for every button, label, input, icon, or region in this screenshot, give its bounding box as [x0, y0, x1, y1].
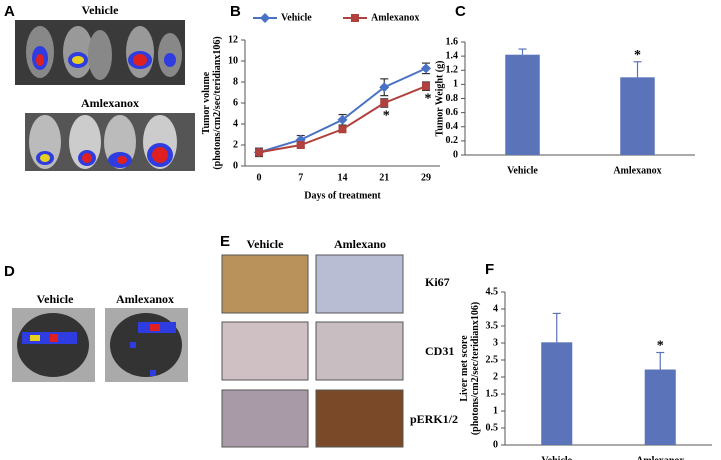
y-axis-title: Tumor Weight (g) — [434, 61, 445, 137]
group-label: Vehicle — [37, 292, 75, 306]
group-label: Vehicle — [82, 3, 120, 17]
y-tick-label: 1 — [453, 79, 458, 90]
group-label: Amlexanox — [116, 292, 174, 306]
marker — [337, 114, 348, 125]
legend-marker — [351, 14, 359, 22]
y-tick-label: 12 — [228, 34, 238, 45]
x-tick-label: 21 — [379, 172, 389, 183]
mouse-image — [25, 113, 195, 171]
ihc-image — [221, 254, 404, 448]
y-axis-title: (photons/cm2/sec/teridianx106) — [212, 36, 223, 169]
y-tick-label: 0 — [233, 160, 238, 171]
marker — [379, 82, 390, 93]
legend-label: Vehicle — [281, 12, 312, 23]
y-tick-label: 10 — [228, 55, 238, 66]
marker — [422, 82, 430, 91]
marker — [338, 125, 347, 134]
panel-letter: D — [4, 263, 15, 280]
y-tick-label: 8 — [233, 76, 238, 87]
y-tick-label: 4 — [493, 303, 498, 314]
y-tick-label: 0.2 — [446, 135, 459, 146]
y-tick-label: 4.5 — [486, 286, 499, 297]
y-axis-title: Liver met score — [459, 335, 470, 402]
y-tick-label: 3 — [493, 337, 498, 348]
panel-letter: F — [485, 261, 494, 278]
y-tick-label: 6 — [233, 97, 238, 108]
panel-letter: B — [230, 3, 241, 20]
x-axis-title: Days of treatment — [304, 190, 381, 201]
y-tick-label: 0.8 — [446, 93, 459, 104]
x-tick-label: 7 — [298, 172, 303, 183]
y-tick-label: 0.4 — [446, 121, 459, 132]
y-tick-label: 0.6 — [446, 107, 459, 118]
y-tick-label: 2 — [493, 371, 498, 382]
y-tick-label: 1.5 — [486, 388, 499, 399]
legend-label: Amlexanox — [371, 12, 419, 23]
legend-marker — [260, 13, 270, 23]
panel-letter: E — [220, 233, 230, 250]
series-line — [258, 67, 427, 154]
group-label: Amlexanox — [81, 96, 139, 110]
panel-letter: A — [4, 3, 15, 20]
significance: * — [634, 48, 641, 63]
marker — [380, 99, 389, 107]
panel-letter: C — [455, 3, 466, 20]
significance: * — [425, 92, 432, 107]
mouse-image — [15, 20, 185, 85]
bar — [541, 342, 573, 445]
x-tick-label: 14 — [338, 172, 348, 183]
column-label: Vehicle — [247, 237, 285, 251]
row-label: pERK1/2 — [410, 412, 458, 426]
x-tick-label: Vehicle — [541, 455, 572, 460]
x-tick-label: 0 — [257, 172, 262, 183]
bar — [505, 54, 540, 155]
row-label: Ki67 — [425, 275, 450, 289]
column-label: Amlexano — [334, 237, 386, 251]
y-tick-label: 4 — [233, 118, 238, 129]
x-tick-label: 29 — [421, 172, 431, 183]
x-tick-label: Vehicle — [507, 165, 538, 176]
y-axis-title: (photons/cm2/sec/teridianx106) — [470, 302, 481, 435]
liver-image — [12, 308, 188, 382]
y-tick-label: 0.5 — [486, 422, 499, 433]
x-tick-label: Amlexanox — [636, 455, 684, 460]
y-tick-label: 2 — [233, 139, 238, 150]
marker — [421, 63, 431, 74]
bar — [620, 77, 655, 155]
y-tick-label: 3.5 — [486, 320, 499, 331]
y-tick-label: 0 — [453, 149, 458, 160]
marker — [296, 141, 305, 149]
y-axis-title: Tumor volume — [201, 71, 212, 134]
significance: * — [657, 339, 664, 354]
significance: * — [383, 108, 390, 123]
y-tick-label: 1 — [493, 405, 498, 416]
bar — [644, 369, 676, 445]
y-tick-label: 1.4 — [446, 50, 459, 61]
marker — [255, 148, 263, 157]
y-tick-label: 1.6 — [446, 36, 459, 47]
y-tick-label: 2.5 — [486, 354, 499, 365]
y-tick-label: 1.2 — [446, 65, 459, 76]
row-label: CD31 — [425, 344, 454, 358]
x-tick-label: Amlexanox — [613, 165, 661, 176]
y-tick-label: 0 — [493, 439, 498, 450]
